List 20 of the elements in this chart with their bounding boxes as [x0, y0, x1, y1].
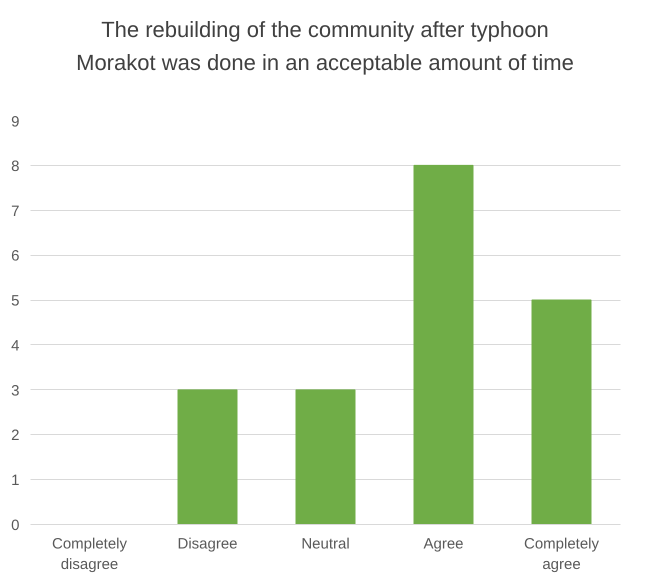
bar: [532, 300, 592, 524]
y-tick-label: 0: [11, 517, 20, 534]
y-tick-label: 5: [11, 292, 20, 310]
y-tick-label: 9: [11, 114, 20, 130]
bar: [414, 164, 474, 524]
y-tick-label: 1: [11, 472, 20, 490]
x-tick-label: Disagree: [177, 536, 238, 552]
y-tick-label: 4: [11, 337, 20, 354]
x-tick-label: Agree: [423, 536, 464, 552]
x-tick-label: Neutral: [301, 536, 350, 552]
y-tick-label: 2: [11, 427, 20, 444]
y-tick-label: 6: [11, 248, 20, 265]
x-tick-label: Completely disagree: [52, 536, 128, 573]
y-tick-label: 3: [11, 382, 20, 400]
bar: [296, 389, 356, 524]
bar: [178, 389, 238, 524]
y-tick-label: 7: [11, 202, 20, 220]
y-tick-label: 8: [11, 158, 20, 175]
x-tick-label: Completely agree: [524, 536, 600, 573]
chart-title: The rebuilding of the community after typhoon Morakot was done in an acceptable amount of time: [75, 16, 575, 77]
